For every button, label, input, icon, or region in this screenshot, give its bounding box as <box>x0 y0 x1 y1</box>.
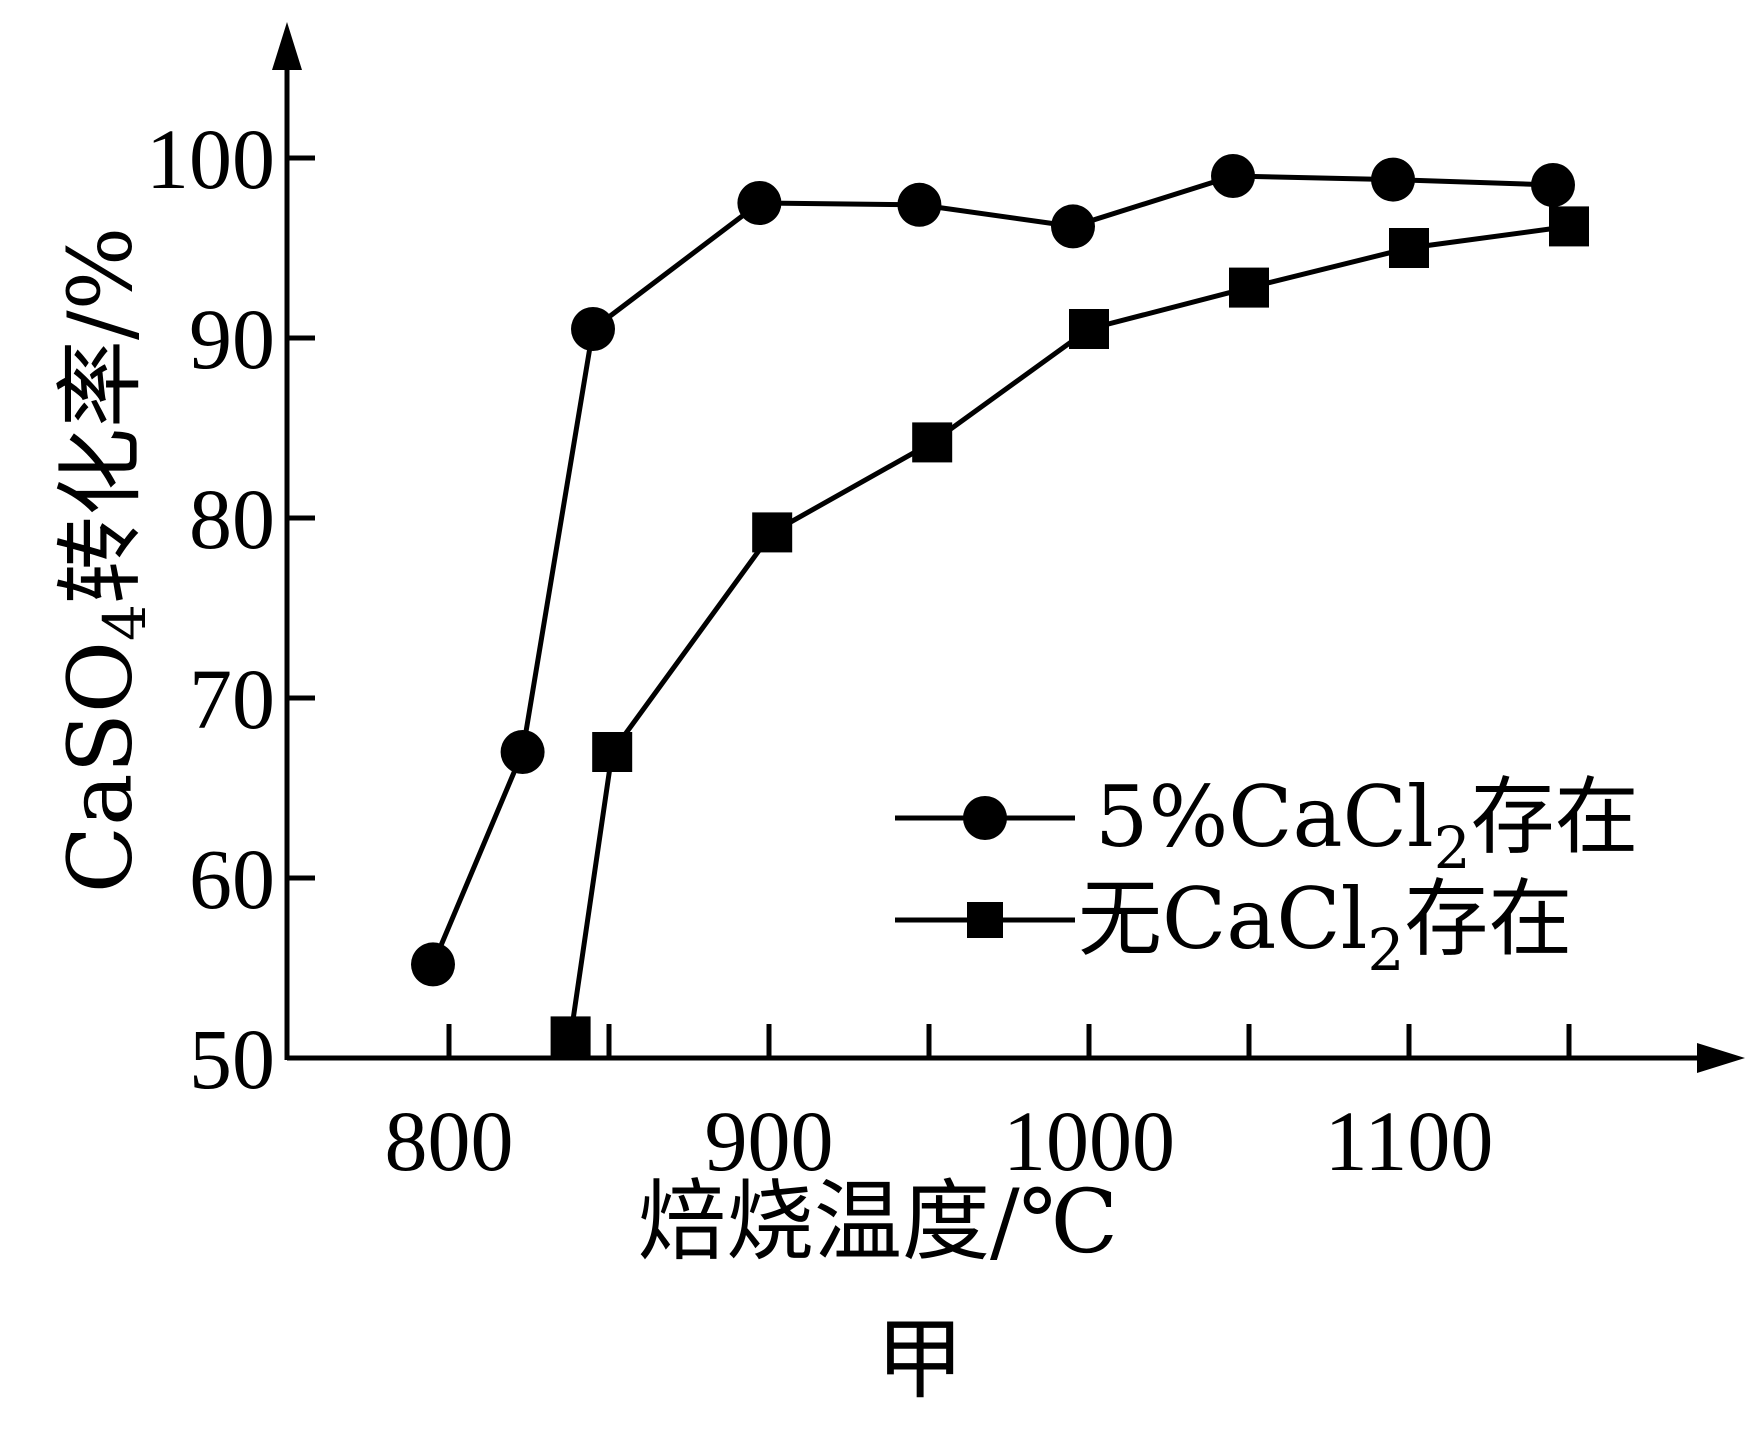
x-axis-title: 焙烧温度/℃ <box>638 1170 1118 1273</box>
data-point-circle <box>737 181 782 225</box>
x-tick-label: 900 <box>705 1093 834 1189</box>
series-square <box>550 206 1589 1057</box>
legend-entry-square: 无CaCl2存在 <box>895 870 1572 984</box>
x-tick-label: 1100 <box>1325 1093 1494 1189</box>
data-point-square <box>912 422 953 463</box>
data-point-circle <box>1051 204 1095 249</box>
legend-label-square: 无CaCl2存在 <box>1078 870 1572 984</box>
y-tick-label: 100 <box>146 111 275 207</box>
data-point-square <box>1229 267 1269 308</box>
data-point-circle <box>1211 154 1255 198</box>
legend-label-circle-subscript: 2 <box>1434 814 1471 882</box>
legend-label-square-subscript: 2 <box>1368 916 1405 984</box>
y-axis-arrow <box>272 22 302 70</box>
figure-caption: 甲 <box>876 1308 964 1411</box>
data-point-circle <box>897 182 942 227</box>
series-layer <box>411 154 1589 1057</box>
data-point-square <box>1069 309 1109 349</box>
y-tick-label: 50 <box>189 1011 275 1107</box>
x-axis-arrow <box>1697 1043 1745 1073</box>
legend: 5%CaCl2存在 无CaCl2存在 <box>895 768 1639 984</box>
y-axis-title-suffix: 转化率/% <box>49 227 152 604</box>
legend-label-circle-prefix: 5%CaCl <box>1095 768 1434 866</box>
data-point-square <box>592 732 633 772</box>
data-point-square <box>1389 228 1429 268</box>
x-tick-label: 1000 <box>1003 1093 1175 1189</box>
y-axis-title-subscript: 4 <box>91 604 159 641</box>
y-tick-label: 70 <box>189 651 275 747</box>
data-point-circle <box>500 730 545 774</box>
data-point-circle <box>411 942 455 987</box>
y-ticks: 50 60 70 80 90 100 <box>146 111 315 1107</box>
x-tick-label: 800 <box>385 1093 514 1189</box>
y-axis-title: CaSO4转化率/% <box>49 227 159 893</box>
data-point-square <box>752 512 793 553</box>
legend-marker-square <box>967 902 1003 938</box>
legend-label-circle: 5%CaCl2存在 <box>1095 768 1639 882</box>
data-point-square <box>1549 206 1589 247</box>
x-ticks: 800 900 1000 1100 <box>385 1024 1572 1189</box>
legend-marker-circle <box>963 796 1007 840</box>
series-circle <box>411 154 1575 987</box>
data-point-circle <box>571 307 615 351</box>
legend-label-square-prefix: 无CaCl <box>1078 870 1368 968</box>
legend-label-square-suffix: 存在 <box>1404 870 1572 968</box>
y-tick-label: 90 <box>189 291 275 387</box>
data-point-circle <box>1371 157 1415 202</box>
data-point-square <box>550 1016 591 1057</box>
y-axis-title-prefix: CaSO <box>49 641 152 893</box>
data-point-circle <box>1531 163 1575 207</box>
legend-entry-circle: 5%CaCl2存在 <box>895 768 1639 882</box>
y-tick-label: 60 <box>189 831 275 927</box>
y-tick-label: 80 <box>189 471 275 567</box>
series-line-square <box>568 223 1570 1037</box>
axes <box>272 22 1745 1073</box>
legend-label-circle-suffix: 存在 <box>1471 768 1639 866</box>
